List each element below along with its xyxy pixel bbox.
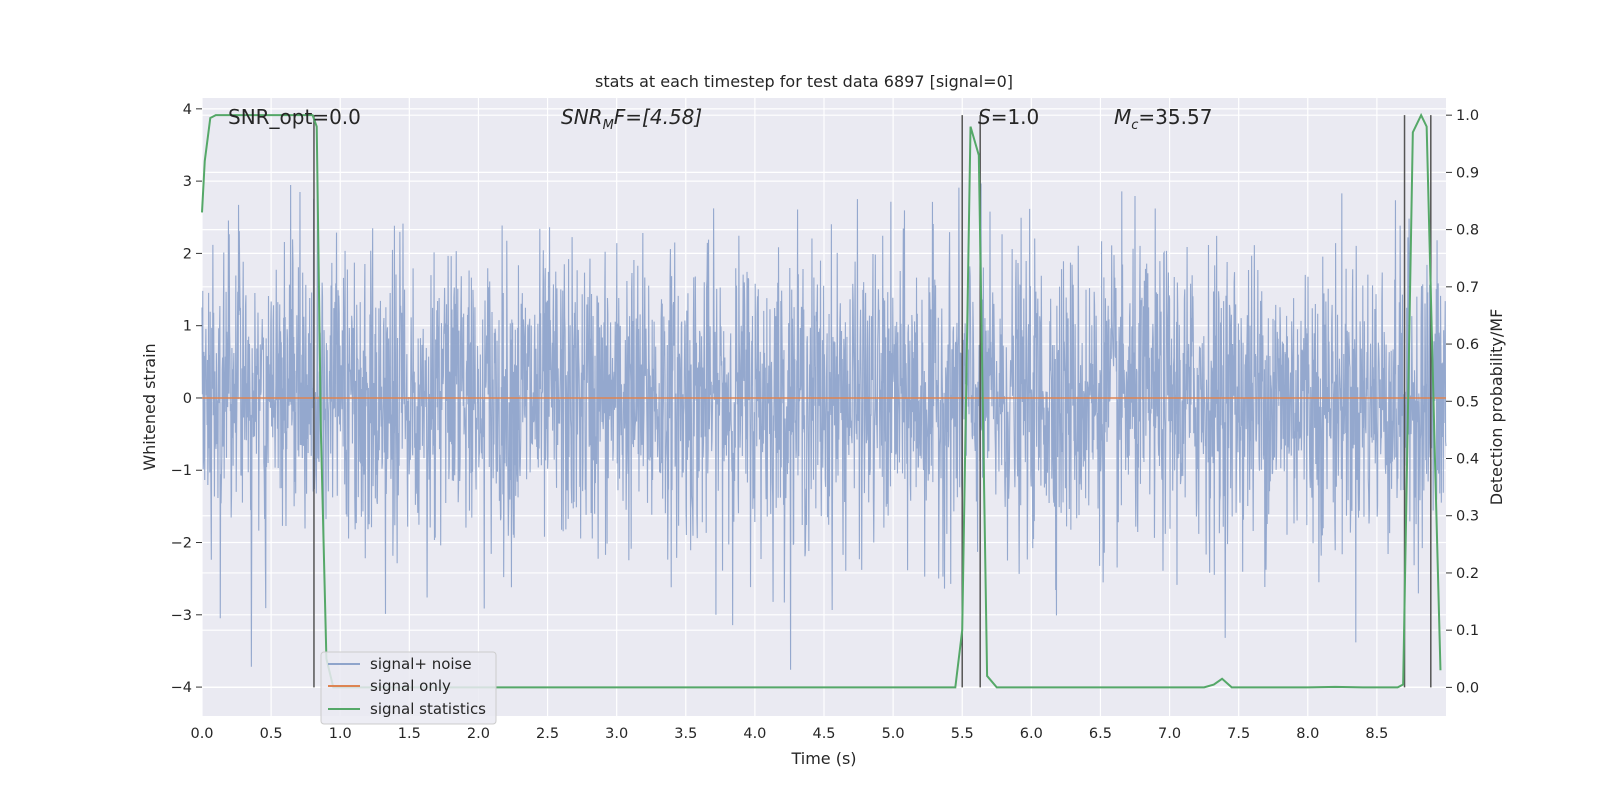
y2-tick-label: 0.9 xyxy=(1456,165,1479,181)
y-tick-label: 4 xyxy=(183,102,192,118)
legend-label-noise: signal+ noise xyxy=(370,655,472,673)
y-tick-label: −4 xyxy=(171,680,192,696)
x-tick-label: 4.0 xyxy=(743,726,766,742)
legend-label-stats: signal statistics xyxy=(370,700,486,718)
y-tick-label: −2 xyxy=(171,536,192,552)
y-tick-label: −3 xyxy=(171,608,192,624)
x-tick-label: 3.0 xyxy=(605,726,628,742)
x-tick-label: 1.5 xyxy=(398,726,421,742)
x-tick-label: 0.5 xyxy=(260,726,283,742)
y-tick-label: 0 xyxy=(183,391,192,407)
x-tick-label: 7.0 xyxy=(1158,726,1181,742)
y2-tick-label: 0.5 xyxy=(1456,394,1479,410)
x-tick-label: 6.5 xyxy=(1089,726,1112,742)
x-tick-label: 8.0 xyxy=(1296,726,1319,742)
chart-title: stats at each timestep for test data 689… xyxy=(595,72,1013,91)
signal-statistics-line xyxy=(201,112,1442,689)
x-tick-label: 1.0 xyxy=(329,726,352,742)
y2-axis-ticks: 1.0 0.9 0.8 0.7 0.6 0.5 0.4 0.3 0.2 0.1 0.0 xyxy=(1446,108,1479,696)
y2-tick-label: 0.8 xyxy=(1456,223,1479,239)
y-tick-label: −1 xyxy=(171,463,192,479)
legend-box xyxy=(320,651,497,725)
y2-axis-label: Detection probability/MF xyxy=(1487,309,1506,506)
x-tick-label: 5.5 xyxy=(951,726,974,742)
legend-label-signal: signal only xyxy=(370,677,451,695)
y-tick-label: 2 xyxy=(183,246,192,262)
y2-tick-label: 0.3 xyxy=(1456,509,1479,525)
y-axis-ticks: 4 3 2 1 0 −1 −2 −3 −4 xyxy=(171,102,202,696)
x-tick-label: 2.0 xyxy=(467,726,490,742)
x-tick-label: 4.5 xyxy=(812,726,835,742)
annotation-snr-opt: SNR_opt=0.0 xyxy=(228,105,361,129)
signal-statistics-series xyxy=(201,112,1442,689)
y2-tick-label: 0.6 xyxy=(1456,337,1479,353)
y-tick-label: 3 xyxy=(183,174,192,190)
annotation-s: S=1.0 xyxy=(978,105,1039,129)
x-axis-ticks: 0.0 0.5 1.0 1.5 2.0 2.5 3.0 3.5 4.0 4.5 5.0 5.5 6.0 6… xyxy=(190,726,1388,742)
annotation-mc: Mc=35.57 xyxy=(1114,105,1212,133)
y-tick-label: 1 xyxy=(183,319,192,335)
y2-tick-label: 0.1 xyxy=(1456,623,1479,639)
y2-tick-label: 0.2 xyxy=(1456,566,1479,582)
annotation-snr-mf: SNRMF=[4.58] xyxy=(561,105,702,133)
x-tick-label: 3.5 xyxy=(674,726,697,742)
x-tick-label: 6.0 xyxy=(1020,726,1043,742)
y2-tick-label: 0.4 xyxy=(1456,452,1479,468)
y2-tick-label: 0.7 xyxy=(1456,280,1479,296)
y2-tick-label: 0.0 xyxy=(1456,680,1479,696)
x-tick-label: 0.0 xyxy=(190,726,213,742)
noise-line xyxy=(201,183,1447,670)
y-axis-label: Whitened strain xyxy=(140,343,159,470)
legend: signal+ noise signal only signal statist… xyxy=(320,651,497,725)
x-tick-label: 7.5 xyxy=(1227,726,1250,742)
x-tick-label: 8.5 xyxy=(1365,726,1388,742)
x-tick-label: 5.0 xyxy=(882,726,905,742)
x-axis-label: Time (s) xyxy=(790,749,856,768)
signal-noise-series xyxy=(201,183,1447,670)
y2-tick-label: 1.0 xyxy=(1456,108,1479,124)
x-tick-label: 2.5 xyxy=(536,726,559,742)
